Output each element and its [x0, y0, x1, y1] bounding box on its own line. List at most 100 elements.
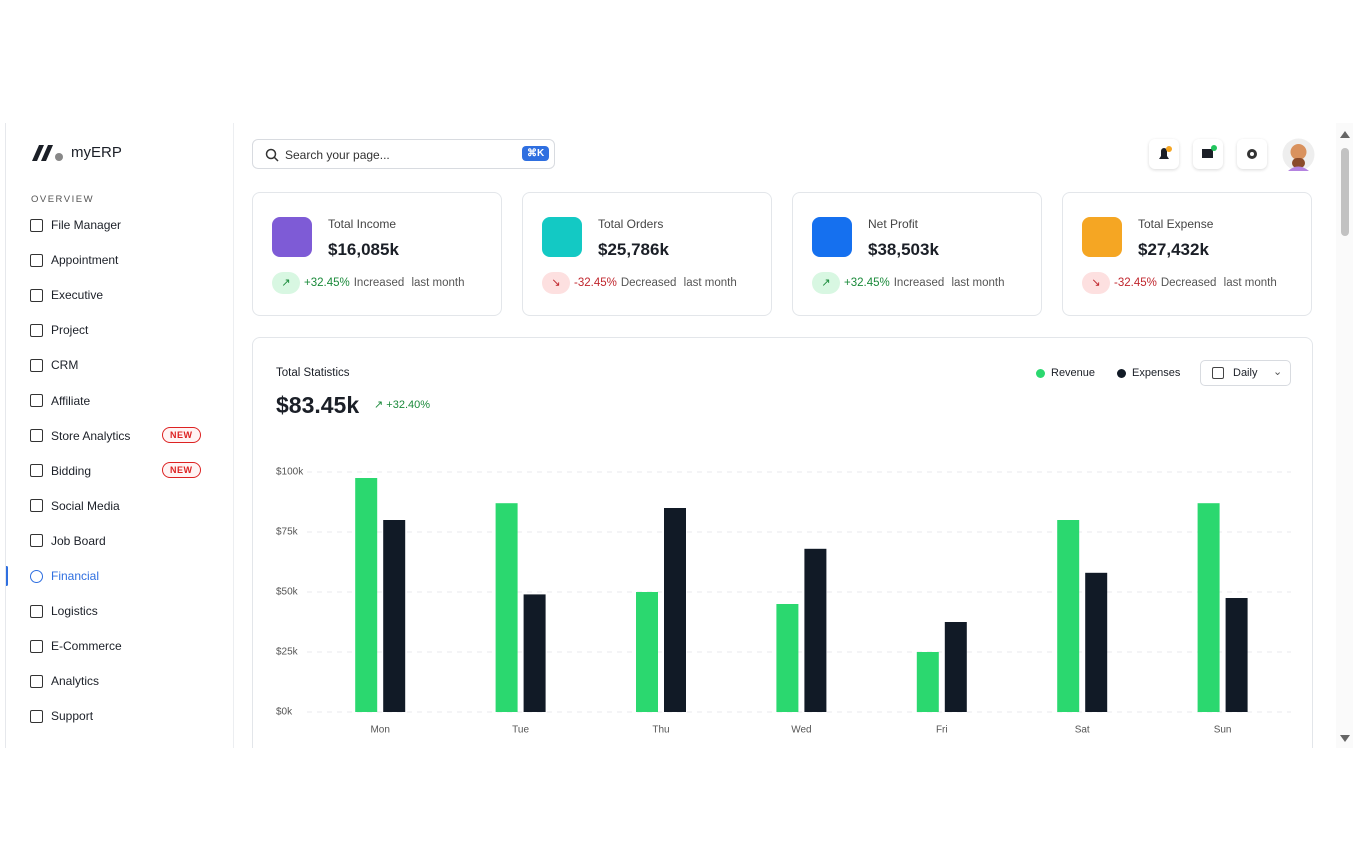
- nav-item[interactable]: Financial: [30, 566, 99, 586]
- legend-entry: Expenses: [1117, 367, 1180, 379]
- period-select[interactable]: Daily ⌄: [1200, 360, 1291, 386]
- nav-item[interactable]: Analytics: [30, 671, 99, 691]
- logo: [32, 145, 63, 161]
- nav-item[interactable]: Social Media: [30, 496, 120, 516]
- trend-icon: ↘: [1082, 272, 1110, 294]
- bar: [1197, 503, 1220, 712]
- search-placeholder: Search your page...: [285, 148, 390, 162]
- nav-label: Social Media: [51, 498, 120, 513]
- nav-label: File Manager: [51, 218, 122, 232]
- bar: [1057, 520, 1080, 712]
- nav-item[interactable]: Bidding: [30, 461, 91, 481]
- nav-label: Bidding: [51, 463, 92, 478]
- card-value: $38,503k: [868, 240, 939, 259]
- bar: [1085, 572, 1108, 712]
- nav-item[interactable]: Appointment: [30, 250, 118, 270]
- trend-icon: ↘: [542, 272, 570, 294]
- bar: [1225, 598, 1248, 712]
- nav-icon: [30, 639, 43, 653]
- bar: [804, 548, 827, 712]
- stat-card: Total Income $16,085k ↗ +32.45% Increased…: [252, 192, 502, 316]
- status: Increased: [353, 277, 405, 289]
- y-tick-label: $0k: [276, 707, 293, 718]
- nav-icon: [30, 534, 43, 548]
- nav-icon: [30, 709, 43, 723]
- bar: [355, 478, 378, 712]
- card-change: +32.45% Increased last month: [844, 277, 1005, 289]
- card-change: -32.45% Decreased last month: [574, 277, 737, 289]
- nav-item[interactable]: File Manager: [30, 215, 121, 235]
- nav-item[interactable]: Store Analytics: [30, 426, 130, 446]
- nav-item[interactable]: Affiliate: [30, 391, 90, 411]
- period: last month: [683, 277, 737, 289]
- legend-label: Revenue: [1051, 367, 1096, 379]
- settings-button[interactable]: [1237, 139, 1267, 169]
- legend-swatch: [1117, 368, 1127, 378]
- nav-icon: [30, 218, 43, 232]
- nav-item[interactable]: Project: [30, 320, 88, 340]
- nav-label: Analytics: [51, 674, 100, 689]
- status: Increased: [893, 277, 945, 289]
- bar: [636, 592, 658, 712]
- scrollbar[interactable]: [1336, 123, 1353, 748]
- nav-item[interactable]: Support: [30, 706, 93, 726]
- nav-icon: [30, 674, 43, 688]
- search-icon: [265, 148, 279, 162]
- status: Decreased: [620, 277, 677, 289]
- nav-icon: [30, 464, 43, 478]
- x-tick-label: Wed: [791, 725, 811, 736]
- card-title: Total Orders: [598, 217, 664, 231]
- bar: [495, 503, 518, 712]
- nav-label: Financial: [51, 569, 100, 583]
- trend-icon: ↗: [272, 272, 300, 294]
- card-icon: [812, 217, 852, 257]
- period: last month: [951, 277, 1005, 289]
- status: Decreased: [1160, 277, 1217, 289]
- nav-badge: NEW: [162, 426, 201, 443]
- change: +32.45%: [844, 277, 890, 289]
- card-change: +32.45% Increased last month: [304, 277, 465, 289]
- nav-label: Job Board: [51, 533, 106, 548]
- bar: [383, 520, 406, 712]
- nav-item[interactable]: Executive: [30, 285, 103, 305]
- nav-item[interactable]: CRM: [30, 355, 78, 375]
- sidebar: myERP OVERVIEW File Manager Appointment Ex…: [6, 123, 234, 748]
- x-tick-label: Sat: [1075, 725, 1090, 736]
- notifications-button[interactable]: [1149, 139, 1179, 169]
- shortcut: ⌘K: [522, 146, 550, 161]
- legend-swatch: [1036, 368, 1045, 378]
- nav-item[interactable]: E-Commerce: [30, 636, 122, 656]
- period: last month: [411, 277, 465, 289]
- nav-label: Support: [51, 709, 94, 724]
- nav-icon: [30, 394, 43, 407]
- nav-icon: [30, 569, 43, 583]
- section-label: OVERVIEW: [31, 194, 95, 205]
- card-value: $27,432k: [1138, 240, 1209, 259]
- legend-label: Expenses: [1132, 367, 1181, 379]
- card-value: $16,085k: [328, 240, 399, 259]
- search-box[interactable]: Search your page... ⌘K: [252, 139, 555, 169]
- nav-item[interactable]: Job Board: [30, 531, 106, 551]
- messages-button[interactable]: [1193, 139, 1223, 169]
- chart-total: $83.45k: [276, 392, 360, 418]
- bar: [776, 604, 799, 712]
- stat-card: Total Orders $25,786k ↘ -32.45% Decreased…: [522, 192, 772, 316]
- nav-icon: [30, 288, 43, 302]
- chart-title: Total Statistics: [276, 367, 350, 379]
- card-icon: [272, 217, 312, 257]
- bar: [664, 508, 686, 712]
- change: -32.45%: [574, 277, 617, 289]
- x-tick-label: Thu: [652, 725, 669, 736]
- nav-label: Project: [51, 323, 89, 338]
- avatar[interactable]: [1282, 138, 1315, 171]
- card-icon: [1082, 217, 1122, 257]
- stat-card: Net Profit $38,503k ↗ +32.45% Increased l…: [792, 192, 1042, 316]
- nav-badge: NEW: [162, 461, 201, 478]
- nav-label: Affiliate: [51, 393, 91, 408]
- period: last month: [1223, 277, 1277, 289]
- app: myERP OVERVIEW File Manager Appointment Ex…: [5, 123, 1353, 748]
- card-value: $25,786k: [598, 240, 669, 259]
- nav-item[interactable]: Logistics: [30, 601, 98, 621]
- bar: [523, 594, 546, 712]
